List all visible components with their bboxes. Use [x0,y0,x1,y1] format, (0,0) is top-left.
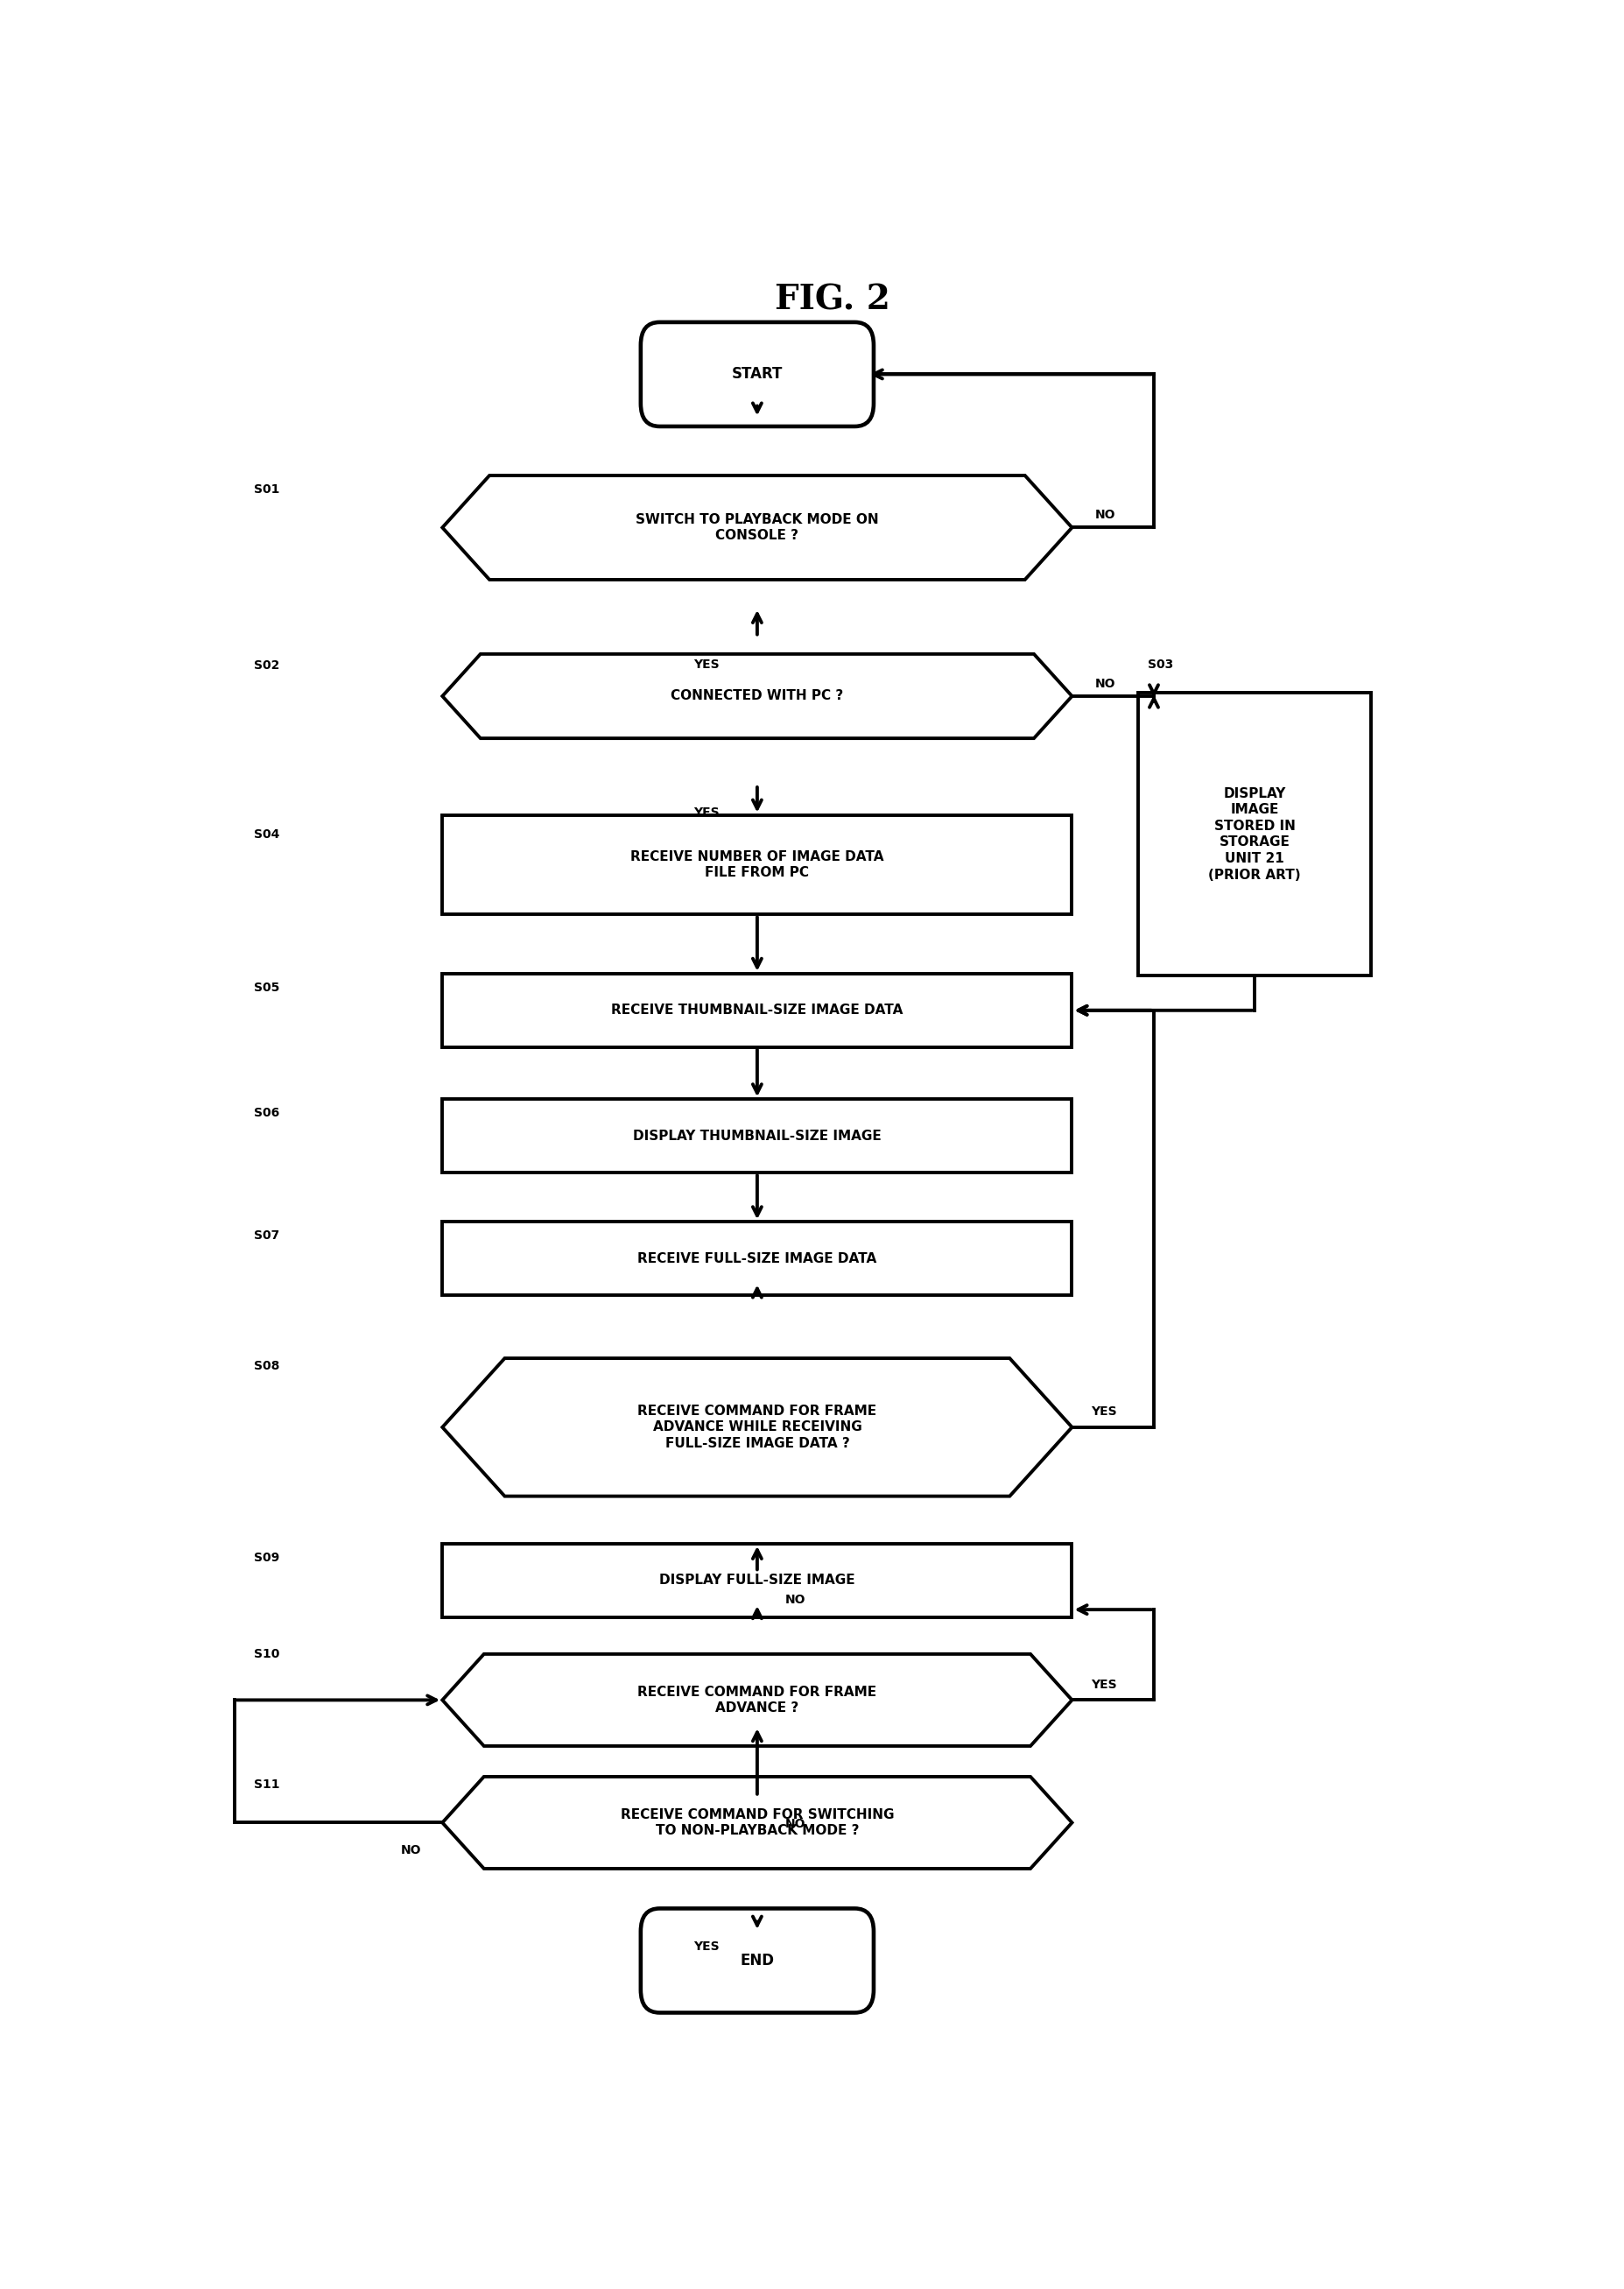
Text: S08: S08 [253,1360,279,1371]
Text: S05: S05 [253,982,279,993]
Text: CONNECTED WITH PC ?: CONNECTED WITH PC ? [671,689,843,703]
Text: RECEIVE COMMAND FOR SWITCHING
TO NON-PLAYBACK MODE ?: RECEIVE COMMAND FOR SWITCHING TO NON-PLA… [620,1808,893,1838]
Text: NO: NO [401,1845,421,1856]
Polygon shape [442,1655,1072,1747]
FancyBboxPatch shape [640,323,874,426]
Text: S11: S11 [253,1779,279,1790]
Text: S03: S03 [1147,659,1173,671]
Text: RECEIVE THUMBNAIL-SIZE IMAGE DATA: RECEIVE THUMBNAIL-SIZE IMAGE DATA [611,1005,903,1016]
Text: RECEIVE NUMBER OF IMAGE DATA
FILE FROM PC: RECEIVE NUMBER OF IMAGE DATA FILE FROM P… [630,849,883,879]
Text: S09: S09 [253,1552,279,1563]
Text: NO: NO [1095,678,1114,689]
Text: YES: YES [693,806,719,819]
Text: NO: NO [1095,508,1114,522]
Text: NO: NO [784,1817,806,1831]
Polygon shape [442,1776,1072,1868]
Bar [442,1543,1072,1618]
Bar [442,973,1072,1046]
Text: END: END [739,1953,775,1969]
Text: YES: YES [693,1941,719,1953]
Text: START: START [731,366,783,382]
Text: RECEIVE FULL-SIZE IMAGE DATA: RECEIVE FULL-SIZE IMAGE DATA [637,1252,877,1266]
Text: YES: YES [1090,1405,1116,1417]
Text: S01: S01 [253,483,279,494]
Text: YES: YES [1090,1678,1116,1692]
Bar [442,815,1072,916]
Text: NO: NO [784,1593,806,1607]
FancyBboxPatch shape [640,1909,874,2012]
Bar [442,1222,1072,1296]
Text: S06: S06 [253,1108,279,1119]
Text: S02: S02 [253,659,279,671]
Text: S04: S04 [253,829,279,840]
Text: DISPLAY FULL-SIZE IMAGE: DISPLAY FULL-SIZE IMAGE [659,1575,854,1586]
Polygon shape [442,476,1072,579]
Text: DISPLAY THUMBNAIL-SIZE IMAGE: DISPLAY THUMBNAIL-SIZE IMAGE [633,1128,880,1142]
Text: S07: S07 [253,1229,279,1241]
Bar [442,1099,1072,1172]
Bar [1137,691,1371,975]
Text: RECEIVE COMMAND FOR FRAME
ADVANCE ?: RECEIVE COMMAND FOR FRAME ADVANCE ? [637,1685,877,1714]
Polygon shape [442,1357,1072,1497]
Text: DISPLAY
IMAGE
STORED IN
STORAGE
UNIT 21
(PRIOR ART): DISPLAY IMAGE STORED IN STORAGE UNIT 21 … [1208,787,1301,881]
Text: RECEIVE COMMAND FOR FRAME
ADVANCE WHILE RECEIVING
FULL-SIZE IMAGE DATA ?: RECEIVE COMMAND FOR FRAME ADVANCE WHILE … [637,1405,877,1449]
Text: SWITCH TO PLAYBACK MODE ON
CONSOLE ?: SWITCH TO PLAYBACK MODE ON CONSOLE ? [635,513,879,542]
Text: FIG. 2: FIG. 2 [775,284,890,316]
Polygon shape [442,655,1072,739]
Text: S10: S10 [253,1648,279,1660]
Text: YES: YES [693,659,719,671]
